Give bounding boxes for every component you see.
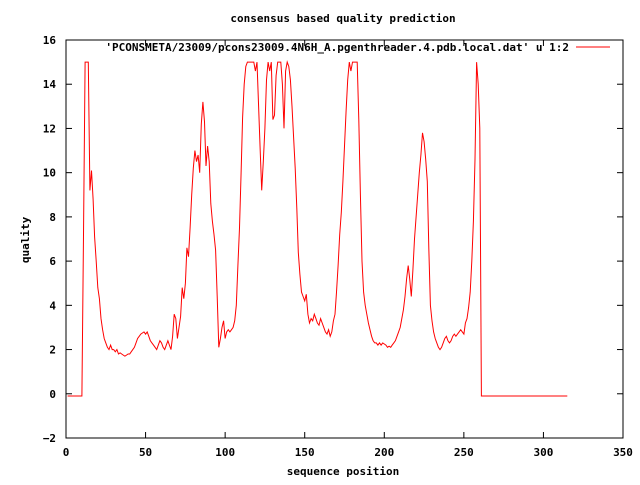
plot-frame bbox=[65, 39, 624, 439]
y-tick-label: 4 bbox=[49, 299, 56, 312]
x-tick-label: 350 bbox=[613, 446, 633, 459]
axis-ticks: 0 50 100 150 200 250 300 350 −2 0 2 4 6 8 10 12 14 16 bbox=[43, 34, 633, 459]
x-tick-label: 250 bbox=[454, 446, 474, 459]
x-tick-label: 300 bbox=[533, 446, 553, 459]
y-tick-label: 10 bbox=[43, 167, 56, 180]
x-axis-label: sequence position bbox=[287, 465, 400, 478]
y-tick-label: 12 bbox=[43, 122, 56, 135]
series-group bbox=[67, 60, 568, 397]
chart-title: consensus based quality prediction bbox=[230, 12, 455, 25]
y-tick-label: 6 bbox=[49, 255, 56, 268]
series-line-0 bbox=[67, 60, 568, 397]
y-tick-label: 16 bbox=[43, 34, 57, 47]
x-tick-label: 0 bbox=[63, 446, 70, 459]
x-tick-label: 50 bbox=[139, 446, 152, 459]
legend: 'PCONSMETA/23009/pcons23009.4N6H_A.pgent… bbox=[105, 41, 610, 54]
x-tick-label: 150 bbox=[295, 446, 315, 459]
legend-label: 'PCONSMETA/23009/pcons23009.4N6H_A.pgent… bbox=[105, 41, 569, 54]
y-tick-label: 14 bbox=[43, 78, 57, 91]
y-tick-label: 2 bbox=[49, 344, 56, 357]
y-tick-label: 8 bbox=[49, 211, 56, 224]
y-axis-label: quality bbox=[19, 216, 32, 263]
y-tick-label: 0 bbox=[49, 388, 56, 401]
y-tick-label: −2 bbox=[43, 432, 56, 445]
x-tick-label: 100 bbox=[215, 446, 235, 459]
x-tick-label: 200 bbox=[374, 446, 394, 459]
